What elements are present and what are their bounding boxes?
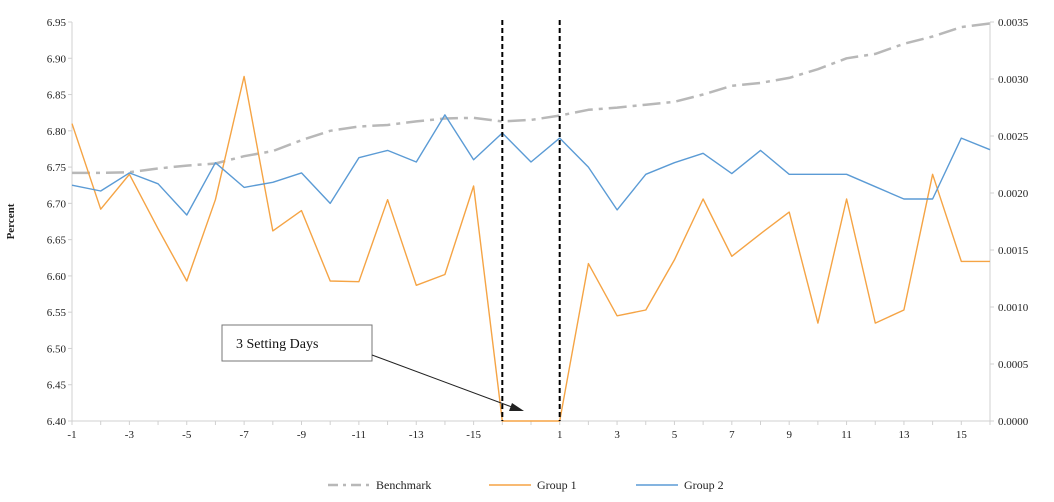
y-tick-left-label: 6.45	[47, 380, 67, 392]
y-tick-right-label: 0.0020	[998, 188, 1029, 200]
y-tick-right-label: 0.0025	[998, 131, 1029, 143]
annotation-box	[221, 324, 373, 362]
x-tick-label: 11	[841, 429, 852, 441]
x-tick-label: 9	[786, 429, 792, 441]
y-axis-title: Percent	[5, 203, 17, 239]
legend-label-group-2: Group 2	[684, 478, 724, 492]
x-tick-label: 3	[614, 429, 620, 441]
y-tick-left-label: 6.90	[47, 53, 67, 65]
annotation-arrow-line	[371, 354, 521, 411]
x-tick-label: -15	[466, 429, 481, 441]
y-tick-right-label: 0.0010	[998, 302, 1029, 314]
axes: 6.40 6.45 6.50 6.55 6.60 6.65 6.70 6.75 6.80 6.85…	[5, 17, 1029, 441]
legend: Benchmark Group 1 Group 2	[328, 478, 724, 492]
y-tick-left-label: 6.75	[47, 162, 67, 174]
x-tick-label: -11	[352, 429, 366, 441]
x-tick-label: -13	[409, 429, 424, 441]
y-tick-left-label: 6.55	[47, 307, 67, 319]
x-tick-label: -3	[125, 429, 135, 441]
series	[71, 22, 991, 422]
x-tick-label: 13	[898, 429, 910, 441]
series-line-group-2	[71, 114, 991, 216]
y-tick-left-label: 6.70	[47, 198, 67, 210]
series-line-benchmark	[72, 22, 991, 175]
annotations: 3 Setting Days	[221, 20, 561, 421]
y-tick-right-label: 0.0015	[998, 245, 1029, 257]
series-line-group-1	[71, 75, 990, 422]
annotation-label: 3 Setting Days	[236, 337, 318, 352]
x-tick-label: 5	[672, 429, 678, 441]
x-tick-label: -9	[297, 429, 307, 441]
y-tick-left-label: 6.80	[47, 126, 67, 138]
x-tick-label: -5	[182, 429, 192, 441]
y-tick-left-label: 6.95	[47, 17, 67, 29]
x-tick-label: -7	[240, 429, 250, 441]
y-tick-right-label: 0.0005	[998, 359, 1029, 371]
y-tick-left-label: 6.65	[47, 235, 67, 247]
y-tick-right-label: 0.0000	[998, 416, 1029, 428]
x-tick-label: 7	[729, 429, 735, 441]
y-tick-left-label: 6.85	[47, 90, 67, 102]
legend-label-benchmark: Benchmark	[376, 478, 431, 492]
y-tick-right-label: 0.0030	[998, 74, 1029, 86]
y-tick-left-label: 6.40	[47, 416, 67, 428]
y-tick-left-label: 6.50	[47, 343, 67, 355]
x-tick-label: -1	[67, 429, 76, 441]
y-tick-left-label: 6.60	[47, 271, 67, 283]
y-tick-right-label: 0.0035	[998, 17, 1029, 29]
x-tick-label: 1	[557, 429, 563, 441]
legend-label-group-1: Group 1	[537, 478, 577, 492]
annotation-arrowhead	[509, 403, 524, 411]
x-tick-label: 15	[956, 429, 968, 441]
